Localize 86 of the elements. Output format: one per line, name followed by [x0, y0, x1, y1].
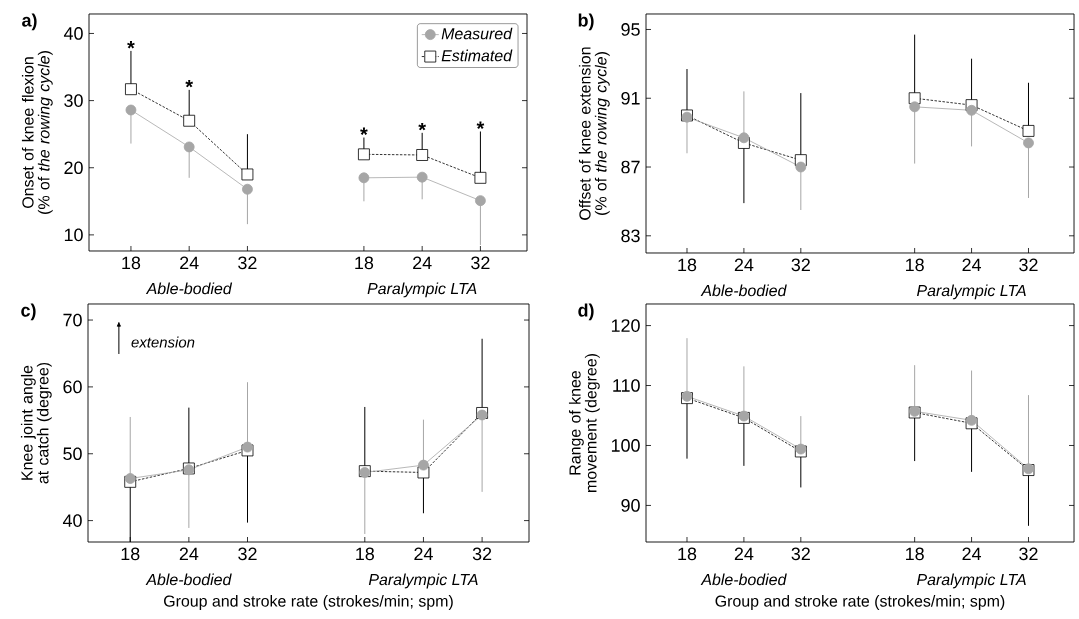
x-tick-label: 24	[962, 258, 982, 272]
x-tick-label: 24	[734, 547, 754, 561]
point	[416, 171, 428, 183]
legend-label: Estimated	[441, 49, 513, 62]
y-tick-label: 60	[63, 380, 82, 394]
x-tick-label: 18	[355, 256, 374, 270]
x-tick-label: 24	[962, 547, 982, 561]
y-tick-label: 70	[63, 313, 82, 327]
x-tick-label: 18	[906, 547, 924, 561]
point	[795, 161, 807, 173]
y-tick-label: 95	[621, 23, 640, 36]
y-axis-title: Range of knee movement (degree)	[568, 354, 600, 492]
point	[125, 104, 137, 116]
point	[124, 473, 136, 484]
y-tick-label: 87	[621, 160, 640, 174]
y-tick-label: 91	[621, 91, 640, 105]
text: Able-bodied	[145, 573, 232, 586]
x-tick-label: 32	[471, 256, 490, 270]
y-tick-label: 20	[64, 161, 83, 175]
x-tick-label: 32	[238, 256, 257, 270]
point	[242, 183, 253, 195]
x-tick-label: 32	[1019, 547, 1038, 561]
point	[1022, 125, 1035, 137]
x-tick-label: 24	[413, 256, 432, 270]
point	[358, 172, 370, 184]
point	[416, 149, 429, 161]
y-tick-label: 30	[64, 94, 83, 107]
y-tick-label: 10	[64, 228, 83, 242]
point	[125, 83, 137, 96]
annotation: *	[418, 122, 427, 131]
annotation: *	[476, 121, 485, 129]
y-tick-label: 83	[621, 229, 640, 243]
point	[474, 171, 487, 184]
x-axis-title: Group and stroke rate (strokes/min; spm)	[715, 595, 1005, 610]
chart-title: a)	[22, 13, 37, 31]
text: Paralympic LTA	[916, 573, 1026, 589]
x-tick-label: 24	[179, 547, 199, 561]
x-tick-label: 18	[122, 256, 141, 270]
x-tick-label: 32	[1019, 258, 1038, 272]
text: Able-bodied	[700, 573, 787, 586]
text: Paralympic LTA	[916, 284, 1026, 300]
y-tick-label: 40	[63, 27, 83, 40]
point	[909, 101, 921, 113]
legend-label: Measured	[441, 27, 513, 40]
point	[241, 168, 254, 181]
text: Able-bodied	[700, 284, 787, 297]
x-tick-label: 18	[356, 547, 374, 561]
point	[183, 114, 196, 127]
point	[1023, 137, 1034, 149]
x-tick-label: 24	[180, 256, 199, 270]
point	[966, 414, 977, 426]
point	[183, 141, 195, 153]
text: Paralympic LTA	[367, 282, 477, 298]
x-tick-label: 32	[791, 258, 810, 272]
y-tick-label: 50	[63, 447, 82, 461]
x-axis-title: Group and stroke rate (strokes/min; spm)	[164, 595, 453, 610]
point	[475, 195, 486, 207]
point	[242, 441, 253, 453]
x-tick-label: 24	[734, 258, 754, 272]
y-tick-label: 120	[611, 319, 640, 332]
annotation: *	[185, 79, 194, 88]
text: Paralympic LTA	[368, 573, 478, 589]
annotation: *	[360, 127, 368, 136]
y-tick-label: 110	[613, 379, 640, 392]
chart-title: b)	[578, 13, 594, 31]
point	[358, 148, 370, 161]
x-tick-label: 18	[906, 258, 924, 272]
chart-title: c)	[21, 303, 36, 321]
x-tick-label: 32	[791, 547, 810, 561]
x-tick-label: 18	[678, 258, 697, 272]
y-tick-label: 100	[611, 439, 640, 452]
y-axis-title: Knee joint angle at catch (degree)	[20, 362, 52, 484]
x-tick-label: 18	[678, 547, 697, 561]
point	[966, 104, 977, 116]
point	[418, 459, 429, 471]
chart-title: d)	[578, 303, 594, 321]
y-tick-label: 40	[62, 514, 82, 527]
x-tick-label: 18	[121, 547, 140, 561]
point	[738, 132, 750, 144]
x-tick-label: 32	[238, 547, 257, 561]
text: Able-bodied	[145, 282, 233, 295]
y-tick-label: 90	[621, 499, 640, 512]
annotation: *	[127, 41, 135, 49]
annotation: extension	[131, 336, 195, 348]
x-tick-label: 32	[472, 547, 492, 561]
x-tick-label: 24	[414, 547, 433, 561]
